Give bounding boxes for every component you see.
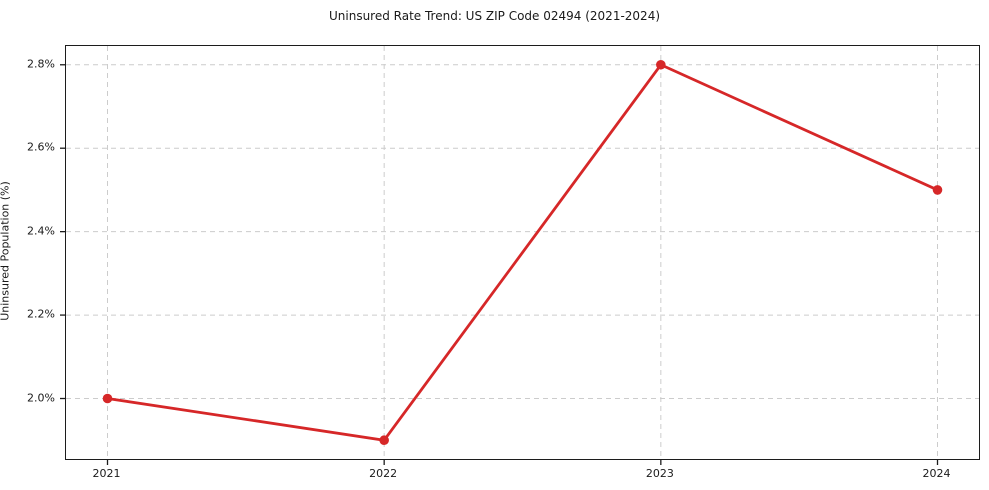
y-tick-label: 2.4% xyxy=(27,224,55,238)
y-axis-label: Uninsured Population (%) xyxy=(0,181,12,321)
y-tick-label: 2.8% xyxy=(27,57,55,71)
data-point-marker xyxy=(102,393,113,404)
y-tick-label: 2.0% xyxy=(27,391,55,404)
chart-title: Uninsured Rate Trend: US ZIP Code 02494 … xyxy=(328,9,661,23)
x-tick-label: 2023 xyxy=(645,467,674,480)
x-tick-label: 2021 xyxy=(92,467,121,480)
data-point-marker xyxy=(932,185,943,195)
trend-line-plot xyxy=(60,46,979,465)
x-tick-label: 2022 xyxy=(369,467,398,480)
y-tick-label: 2.2% xyxy=(27,307,55,321)
data-point-marker xyxy=(656,59,666,70)
x-tick-label: 2024 xyxy=(922,467,951,480)
trend-line xyxy=(106,63,939,442)
y-tick-label: 2.6% xyxy=(27,140,55,154)
plot-area xyxy=(60,45,980,465)
data-point-marker xyxy=(379,435,389,446)
